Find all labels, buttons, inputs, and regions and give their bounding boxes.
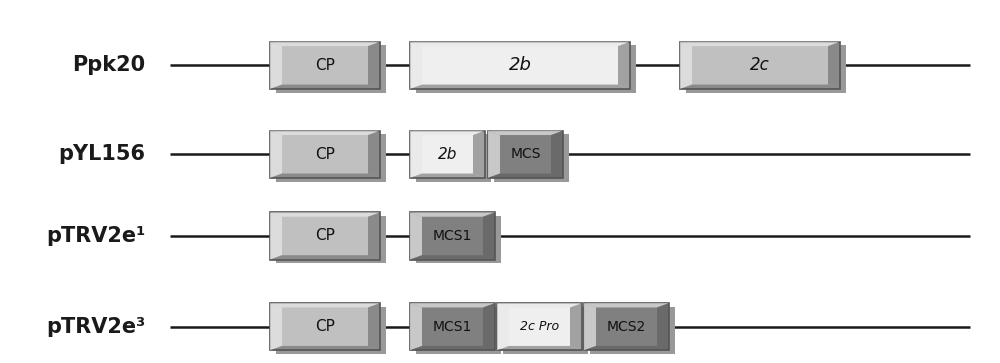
Polygon shape [410,303,422,350]
FancyBboxPatch shape [494,134,569,182]
FancyBboxPatch shape [584,303,669,350]
Polygon shape [483,303,495,350]
FancyBboxPatch shape [488,131,563,178]
Polygon shape [270,303,380,307]
FancyBboxPatch shape [410,131,485,178]
Polygon shape [270,346,380,350]
FancyBboxPatch shape [686,45,846,93]
Polygon shape [270,42,282,89]
Text: 2b: 2b [509,56,531,74]
Polygon shape [488,131,563,135]
FancyBboxPatch shape [270,303,380,350]
Polygon shape [270,85,380,89]
Polygon shape [410,42,630,46]
Polygon shape [410,255,495,260]
Polygon shape [657,303,669,350]
Text: MCS2: MCS2 [607,320,646,334]
Text: MCS1: MCS1 [433,320,472,334]
Text: 2c Pro: 2c Pro [520,320,559,333]
FancyBboxPatch shape [410,212,495,260]
Polygon shape [497,303,509,350]
Polygon shape [270,131,380,135]
Polygon shape [488,174,563,178]
Text: pTRV2e³: pTRV2e³ [46,317,145,337]
Polygon shape [497,346,582,350]
Polygon shape [410,42,422,89]
FancyBboxPatch shape [503,307,588,354]
Text: MCS: MCS [510,147,541,161]
Polygon shape [368,212,380,260]
Text: pTRV2e¹: pTRV2e¹ [46,226,145,246]
Polygon shape [483,212,495,260]
FancyBboxPatch shape [416,307,501,354]
FancyBboxPatch shape [410,303,495,350]
Text: CP: CP [315,319,335,334]
FancyBboxPatch shape [276,216,386,263]
FancyBboxPatch shape [276,307,386,354]
Polygon shape [410,85,630,89]
Polygon shape [368,42,380,89]
Polygon shape [584,303,669,307]
Polygon shape [551,131,563,178]
FancyBboxPatch shape [590,307,675,354]
Polygon shape [270,212,380,217]
FancyBboxPatch shape [270,212,380,260]
Polygon shape [584,303,596,350]
FancyBboxPatch shape [276,134,386,182]
Polygon shape [410,131,422,178]
Polygon shape [270,303,282,350]
Polygon shape [680,42,840,46]
Polygon shape [473,131,485,178]
Polygon shape [270,131,282,178]
Text: CP: CP [315,147,335,162]
Text: MCS1: MCS1 [433,229,472,243]
Polygon shape [618,42,630,89]
FancyBboxPatch shape [276,45,386,93]
Polygon shape [270,42,380,46]
FancyBboxPatch shape [270,42,380,89]
Polygon shape [570,303,582,350]
Polygon shape [488,131,500,178]
Polygon shape [497,303,582,307]
FancyBboxPatch shape [416,45,636,93]
Polygon shape [368,303,380,350]
Text: 2b: 2b [438,147,457,162]
Polygon shape [410,212,495,217]
Polygon shape [368,131,380,178]
Polygon shape [410,131,485,135]
Polygon shape [270,212,282,260]
Text: CP: CP [315,58,335,73]
Polygon shape [584,346,669,350]
Text: 2c: 2c [750,56,770,74]
Text: CP: CP [315,228,335,244]
FancyBboxPatch shape [497,303,582,350]
Text: pYL156: pYL156 [58,144,145,164]
Polygon shape [680,85,840,89]
Polygon shape [410,212,422,260]
Polygon shape [828,42,840,89]
FancyBboxPatch shape [680,42,840,89]
FancyBboxPatch shape [410,42,630,89]
Polygon shape [270,174,380,178]
Text: Ppk20: Ppk20 [72,55,145,76]
Polygon shape [270,255,380,260]
Polygon shape [410,303,495,307]
Polygon shape [410,346,495,350]
FancyBboxPatch shape [416,216,501,263]
FancyBboxPatch shape [270,131,380,178]
FancyBboxPatch shape [416,134,491,182]
Polygon shape [410,174,485,178]
Polygon shape [680,42,692,89]
